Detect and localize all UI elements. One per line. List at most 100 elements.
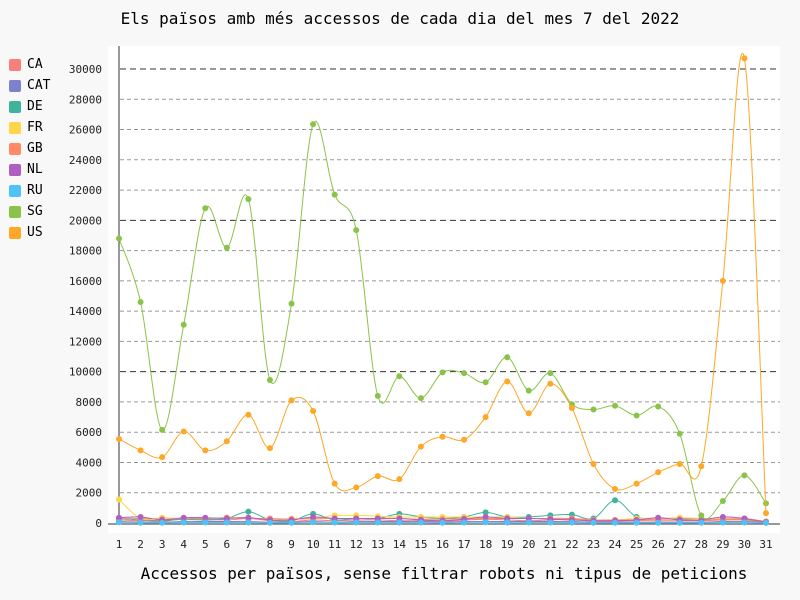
legend-item-ca: CA xyxy=(9,54,50,75)
data-point-ru xyxy=(655,519,662,526)
data-point-nl xyxy=(719,513,726,520)
legend-item-us: US xyxy=(9,222,50,243)
data-point-us xyxy=(504,378,511,385)
data-point-ru xyxy=(396,519,403,526)
y-tick-label: 2000 xyxy=(76,487,103,500)
data-point-us xyxy=(266,445,273,452)
x-tick-label: 23 xyxy=(587,538,600,551)
data-point-sg xyxy=(482,379,489,386)
series-line-us xyxy=(118,53,767,514)
data-point-ru xyxy=(245,519,252,526)
data-point-nl xyxy=(310,513,317,520)
data-point-ru xyxy=(590,519,597,526)
x-tick-label: 19 xyxy=(501,538,514,551)
legend-item-gb: GB xyxy=(9,138,50,159)
data-point-ru xyxy=(223,519,230,526)
data-point-sg xyxy=(676,430,683,437)
y-tick-label: 0 xyxy=(95,517,102,530)
data-point-us xyxy=(417,443,424,450)
y-tick-label: 14000 xyxy=(69,305,102,318)
x-tick-label: 11 xyxy=(328,538,341,551)
legend-label: DE xyxy=(27,99,43,114)
data-point-us xyxy=(223,438,230,445)
data-point-us xyxy=(590,460,597,467)
data-point-us xyxy=(461,436,468,443)
legend-item-de: DE xyxy=(9,96,50,117)
x-tick-label: 1 xyxy=(116,538,123,551)
data-point-ru xyxy=(159,519,166,526)
data-point-sg xyxy=(353,227,360,234)
data-point-de xyxy=(612,497,619,504)
legend-label: SG xyxy=(27,204,43,219)
data-point-us xyxy=(396,476,403,483)
legend-swatch xyxy=(9,226,21,239)
data-point-ru xyxy=(353,519,360,526)
data-point-ru xyxy=(137,519,144,526)
x-tick-label: 13 xyxy=(371,538,384,551)
data-point-us xyxy=(137,447,144,454)
data-point-ru xyxy=(698,519,705,526)
data-point-ru xyxy=(116,519,122,526)
data-point-ru xyxy=(612,519,619,526)
y-tick-label: 30000 xyxy=(69,63,102,76)
data-point-us xyxy=(245,411,252,418)
data-point-sg xyxy=(266,376,273,383)
data-point-sg xyxy=(116,235,122,242)
data-point-us xyxy=(633,480,640,487)
y-tick-label: 28000 xyxy=(69,93,102,106)
data-point-us xyxy=(568,404,575,411)
x-tick-label: 30 xyxy=(738,538,751,551)
data-point-ru xyxy=(180,519,187,526)
x-tick-label: 10 xyxy=(306,538,319,551)
data-point-ru xyxy=(504,519,511,526)
data-point-us xyxy=(353,484,360,491)
legend-item-nl: NL xyxy=(9,159,50,180)
data-point-sg xyxy=(655,403,662,410)
y-tick-label: 10000 xyxy=(69,366,102,379)
data-point-ru xyxy=(719,519,726,526)
data-point-ru xyxy=(763,519,769,526)
x-tick-label: 27 xyxy=(673,538,686,551)
data-point-sg xyxy=(202,205,209,212)
legend-label: FR xyxy=(27,120,43,135)
legend-swatch xyxy=(9,142,21,155)
x-tick-label: 20 xyxy=(522,538,535,551)
legend-item-sg: SG xyxy=(9,201,50,222)
y-tick-label: 6000 xyxy=(76,426,103,439)
data-point-sg xyxy=(590,406,597,413)
legend-swatch xyxy=(9,184,21,197)
x-tick-label: 25 xyxy=(630,538,643,551)
data-point-sg xyxy=(633,412,640,419)
x-tick-label: 5 xyxy=(202,538,209,551)
x-tick-label: 22 xyxy=(565,538,578,551)
data-point-us xyxy=(547,380,554,387)
data-point-sg xyxy=(396,373,403,380)
x-tick-label: 31 xyxy=(759,538,772,551)
data-point-sg xyxy=(461,370,468,377)
data-point-us xyxy=(310,408,317,415)
data-point-us xyxy=(676,460,683,467)
data-point-nl xyxy=(180,514,187,521)
legend-label: NL xyxy=(27,162,43,177)
data-point-ru xyxy=(633,519,640,526)
data-point-ru xyxy=(741,519,748,526)
legend-item-cat: CAT xyxy=(9,75,50,96)
data-point-nl xyxy=(482,513,489,520)
legend-swatch xyxy=(9,79,21,92)
data-point-sg xyxy=(525,387,532,394)
data-point-ru xyxy=(482,519,489,526)
legend-label: CA xyxy=(27,57,43,72)
x-tick-label: 21 xyxy=(544,538,557,551)
data-point-ru xyxy=(676,519,683,526)
x-tick-label: 2 xyxy=(137,538,144,551)
legend-swatch xyxy=(9,58,21,71)
y-tick-label: 22000 xyxy=(69,184,102,197)
data-point-ru xyxy=(568,519,575,526)
x-axis-label: Accessos per països, sense filtrar robot… xyxy=(140,564,748,583)
data-point-us xyxy=(439,433,446,440)
data-point-ru xyxy=(288,519,295,526)
x-tick-label: 4 xyxy=(180,538,187,551)
data-point-sg xyxy=(719,498,726,505)
data-point-sg xyxy=(223,244,230,251)
data-point-us xyxy=(288,397,295,404)
